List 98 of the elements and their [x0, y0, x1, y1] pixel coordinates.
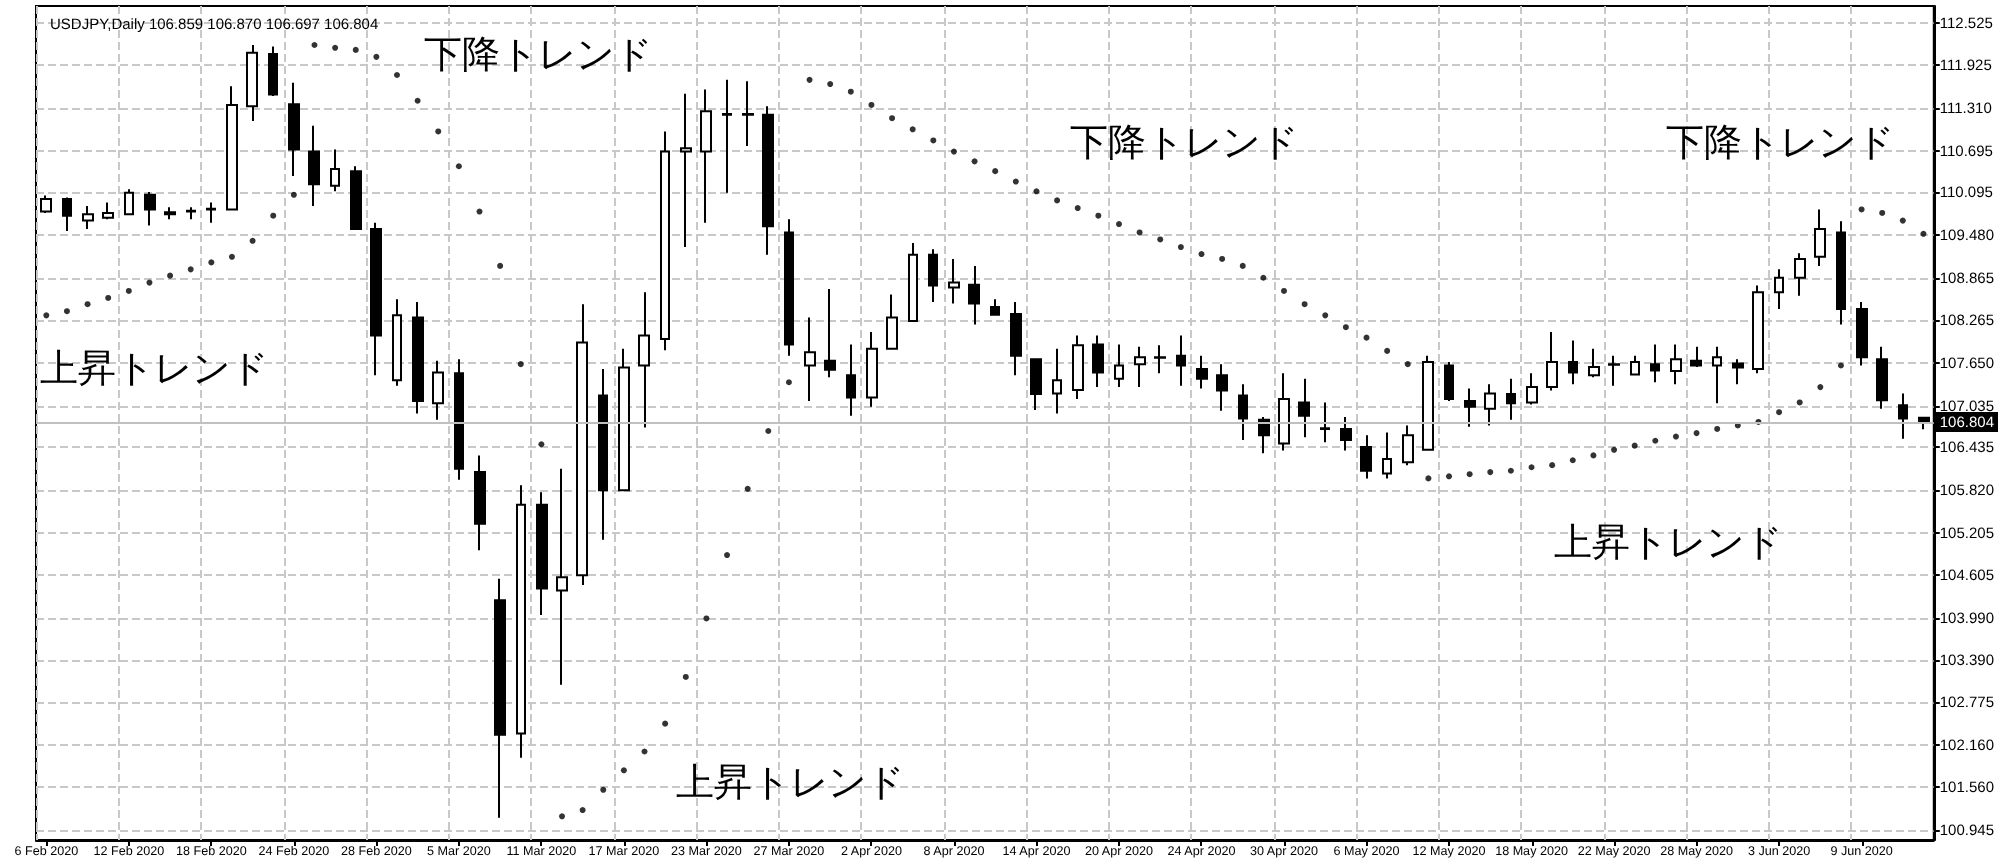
candlestick [886, 293, 898, 350]
candlestick [1176, 334, 1186, 387]
candlestick [392, 298, 402, 387]
candlestick [1216, 363, 1228, 412]
candlestick [1814, 208, 1826, 267]
candlestick [1588, 347, 1600, 379]
candlestick [412, 301, 424, 415]
candlestick [268, 45, 278, 97]
candlestick [968, 264, 980, 326]
candlestick [206, 201, 216, 224]
candlestick [1360, 434, 1372, 480]
candlestick [1876, 345, 1888, 410]
candlestick [516, 484, 526, 759]
candlestick [1258, 416, 1270, 455]
candlestick [124, 188, 134, 217]
candlestick [1154, 344, 1166, 375]
candlestick [1030, 358, 1042, 412]
candlestick [576, 303, 588, 586]
candlestick [1010, 301, 1022, 377]
candlestick [1072, 334, 1084, 400]
candlestick [350, 165, 362, 230]
candlestick [638, 291, 650, 429]
candlestick [1732, 358, 1744, 386]
candlestick [1546, 331, 1558, 392]
candlestick [1670, 343, 1682, 386]
candlestick [1402, 424, 1414, 467]
candlestick [804, 316, 816, 403]
candlestick [1340, 416, 1352, 452]
candlestick [618, 347, 630, 492]
candlestick [556, 467, 568, 686]
candlestick [1114, 343, 1124, 389]
candlestick [164, 206, 176, 221]
candlestick [102, 201, 114, 221]
candlestick [494, 577, 506, 819]
candlestick [1836, 220, 1846, 326]
candlestick [1444, 361, 1454, 403]
candlestick [742, 80, 754, 148]
candlestick [598, 368, 608, 541]
candlestick [846, 343, 856, 417]
candlestick [762, 105, 774, 256]
candlestick [660, 130, 670, 352]
annotation: 上昇トレンド [1554, 521, 1782, 565]
candlestick [680, 92, 692, 249]
candlestick [1382, 431, 1392, 480]
candlestick [1650, 343, 1660, 384]
candlestick [330, 148, 340, 193]
candlestick [474, 454, 486, 552]
annotation: 下降トレンド [424, 33, 652, 77]
candlestick [1278, 372, 1290, 452]
candlestick [1856, 301, 1868, 367]
candlestick [928, 248, 938, 304]
candlestick [536, 491, 548, 616]
candlestick [226, 85, 238, 212]
candlestick [1092, 334, 1104, 389]
candlestick [784, 218, 794, 357]
candlestick [288, 81, 300, 178]
candlestick [1320, 401, 1330, 444]
candlestick [700, 88, 712, 224]
candlestick [908, 241, 918, 322]
annotation: 下降トレンド [1070, 121, 1298, 165]
candlestick [1608, 354, 1620, 387]
candlestick [1918, 416, 1930, 431]
candlestick [1134, 345, 1146, 389]
candlestick [1238, 383, 1248, 442]
candlestick [948, 257, 960, 305]
candlestick [40, 194, 52, 214]
candlestick [1752, 284, 1764, 375]
candlestick [1774, 268, 1784, 311]
candlestick [1506, 377, 1516, 421]
candlestick [1630, 354, 1640, 377]
candlestick [722, 78, 732, 194]
candlestick [144, 191, 156, 227]
candlestick [370, 221, 382, 377]
candlestick [1794, 252, 1806, 297]
annotation: 下降トレンド [1666, 121, 1894, 165]
candlestick [1052, 347, 1062, 415]
candlestick [1526, 372, 1538, 406]
candlestick [1712, 345, 1722, 405]
candlestick [866, 331, 878, 408]
candlestick [432, 359, 444, 421]
candlestick [1568, 339, 1578, 386]
candlestick [186, 206, 196, 221]
candlestick [1196, 354, 1208, 390]
candlestick [454, 358, 464, 481]
candlestick [824, 287, 836, 379]
annotation: 上昇トレンド [40, 347, 268, 391]
candlestick [82, 204, 94, 230]
annotation: 上昇トレンド [676, 761, 904, 805]
candlestick [1464, 387, 1476, 428]
candlestick [1298, 377, 1310, 439]
candlestick [990, 298, 1000, 316]
candlestick [308, 124, 320, 207]
candlestick [62, 196, 72, 233]
candlestick [1690, 345, 1702, 368]
candlestick [1898, 392, 1908, 440]
candlestick [1422, 354, 1434, 451]
candlestick [1484, 383, 1496, 427]
candlestick [246, 44, 258, 122]
